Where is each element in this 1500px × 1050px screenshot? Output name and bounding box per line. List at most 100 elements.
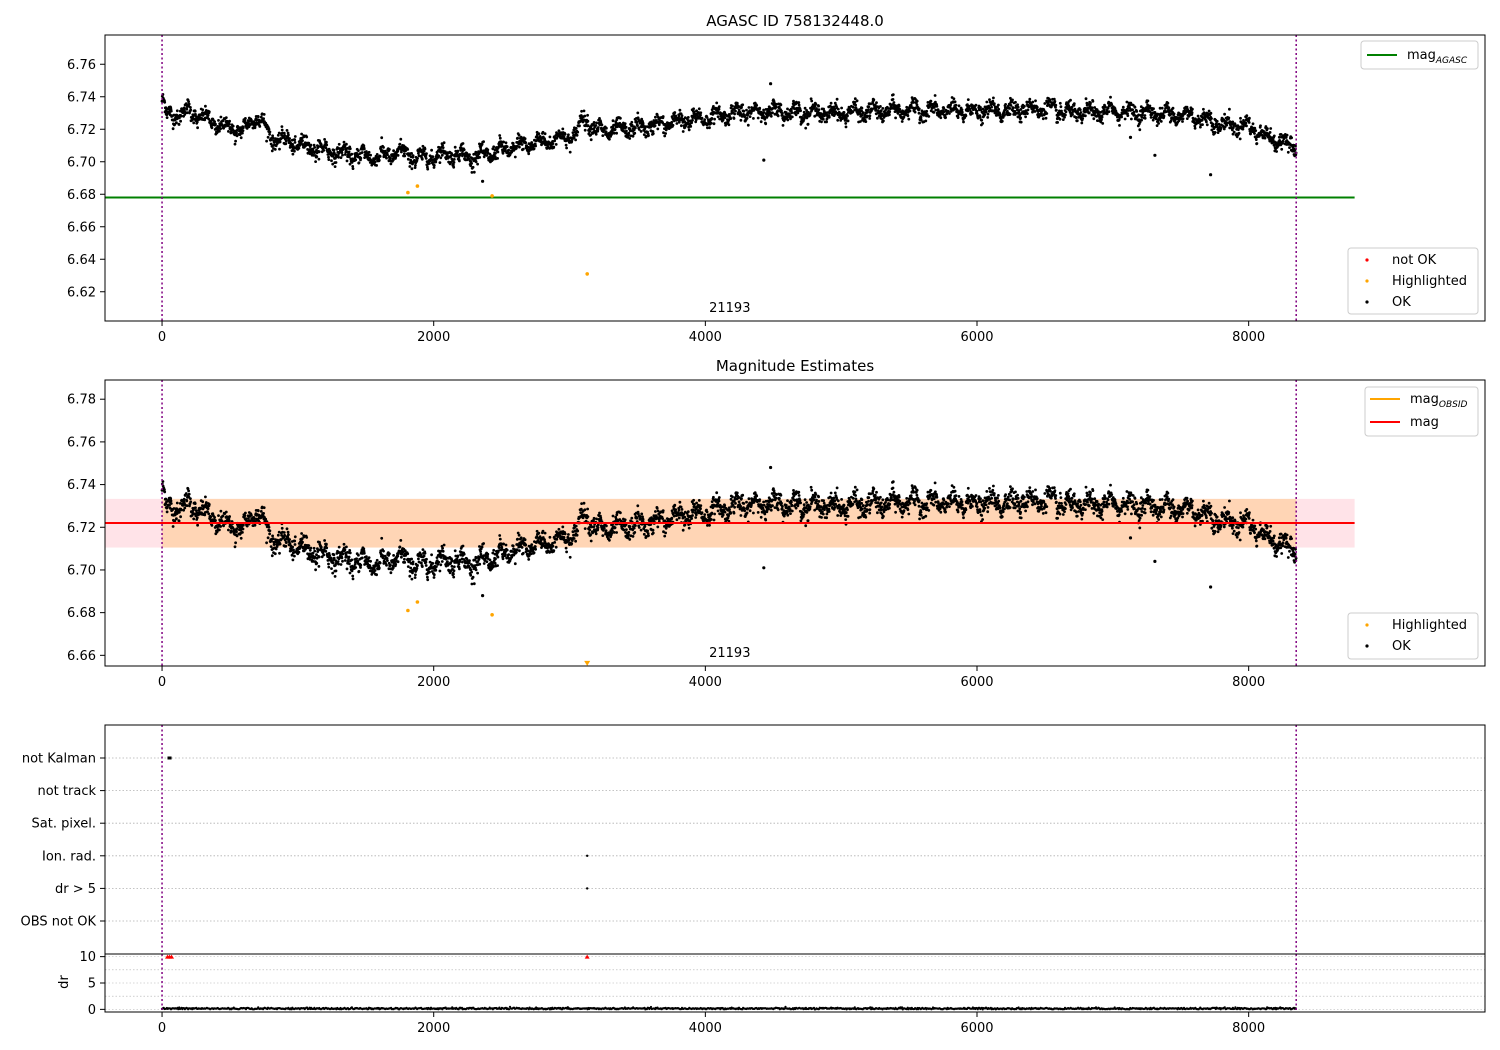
ok-point xyxy=(270,149,274,153)
ok-point xyxy=(1087,111,1091,115)
ok-point xyxy=(806,122,810,126)
ok-point xyxy=(1253,126,1257,130)
ok-point xyxy=(307,141,311,145)
ok-point xyxy=(305,536,309,539)
ok-point xyxy=(315,148,318,152)
ok-point xyxy=(579,114,583,117)
ok-point xyxy=(482,140,485,144)
ok-point xyxy=(316,145,320,148)
ok-point xyxy=(354,566,358,569)
ok-point xyxy=(520,143,524,146)
ok-point xyxy=(486,552,490,556)
ok-point xyxy=(421,144,425,148)
ok-point xyxy=(452,161,456,164)
ok-point xyxy=(515,144,519,148)
ok-point xyxy=(532,147,536,151)
ok-point xyxy=(189,500,193,504)
ok-point xyxy=(406,565,410,568)
ok-point xyxy=(262,506,266,510)
ok-point xyxy=(222,524,226,528)
ok-point xyxy=(1026,108,1030,112)
ok-point xyxy=(551,140,554,143)
ok-point xyxy=(204,495,207,499)
ok-point xyxy=(262,117,265,121)
ok-point xyxy=(881,107,885,110)
ok-point xyxy=(1011,98,1014,102)
ok-point xyxy=(900,120,904,123)
ok-point xyxy=(244,121,248,125)
chart-title: AGASC ID 758132448.0 xyxy=(706,12,884,30)
ok-point xyxy=(422,149,426,153)
ok-point xyxy=(357,149,360,153)
legend-label-highlighted: Highlighted xyxy=(1392,274,1467,289)
ok-point xyxy=(954,103,958,107)
ok-point xyxy=(825,120,828,124)
ok-point xyxy=(329,556,333,560)
ok-point xyxy=(268,130,272,134)
ok-point xyxy=(797,101,801,104)
ok-point xyxy=(322,149,326,152)
ok-point xyxy=(396,154,400,157)
ok-point xyxy=(319,143,323,146)
ok-point xyxy=(267,525,271,529)
ok-point xyxy=(1285,133,1289,137)
ok-point xyxy=(1294,144,1297,148)
ok-point xyxy=(450,559,454,563)
ok-point xyxy=(633,131,637,135)
ok-point xyxy=(430,553,433,557)
ok-point xyxy=(732,117,736,120)
ok-point xyxy=(905,105,909,109)
ok-point xyxy=(960,110,964,114)
ok-point xyxy=(673,111,677,114)
ok-point xyxy=(700,116,704,120)
ok-point xyxy=(1245,114,1249,118)
ok-point xyxy=(461,142,465,145)
ok-point xyxy=(456,554,460,558)
ok-point xyxy=(1126,114,1130,117)
ok-point xyxy=(865,114,869,118)
ok-point xyxy=(163,100,167,104)
ok-point xyxy=(396,560,400,564)
ok-point xyxy=(1054,103,1058,107)
ok-point xyxy=(906,114,910,118)
ok-point xyxy=(842,111,846,114)
ok-point xyxy=(189,497,192,500)
ok-point xyxy=(471,575,475,579)
ok-point xyxy=(468,153,471,157)
ok-point xyxy=(1205,123,1209,127)
ok-point xyxy=(1024,115,1027,119)
ok-point xyxy=(187,489,191,493)
ok-point xyxy=(377,566,381,570)
ok-point xyxy=(442,543,446,547)
ok-point xyxy=(892,101,896,104)
ok-point xyxy=(891,93,895,96)
ok-point xyxy=(524,141,528,145)
ok-point xyxy=(820,120,823,124)
ok-point xyxy=(184,102,188,105)
ok-point xyxy=(219,525,223,528)
ok-point xyxy=(975,109,979,113)
ok-point xyxy=(1213,131,1217,134)
ok-point xyxy=(278,542,282,546)
ok-point xyxy=(411,154,415,158)
ok-point xyxy=(388,552,391,556)
ok-point xyxy=(576,130,580,134)
ok-point xyxy=(962,120,965,124)
ok-point xyxy=(340,556,344,560)
ok-point xyxy=(580,109,583,113)
ok-point xyxy=(214,519,217,522)
ok-point xyxy=(817,108,821,111)
ok-point xyxy=(662,131,665,135)
ok-point xyxy=(206,113,210,117)
ok-point xyxy=(1191,107,1194,111)
ok-point xyxy=(548,135,552,139)
legend-subscript: AGASC xyxy=(1435,56,1468,66)
ok-point xyxy=(564,143,568,147)
ok-point xyxy=(452,565,456,569)
ok-point xyxy=(867,108,870,111)
ok-point xyxy=(214,122,217,126)
ok-point xyxy=(285,139,288,143)
ok-point xyxy=(939,116,943,120)
ok-point xyxy=(1072,102,1076,106)
ok-point xyxy=(327,158,331,162)
